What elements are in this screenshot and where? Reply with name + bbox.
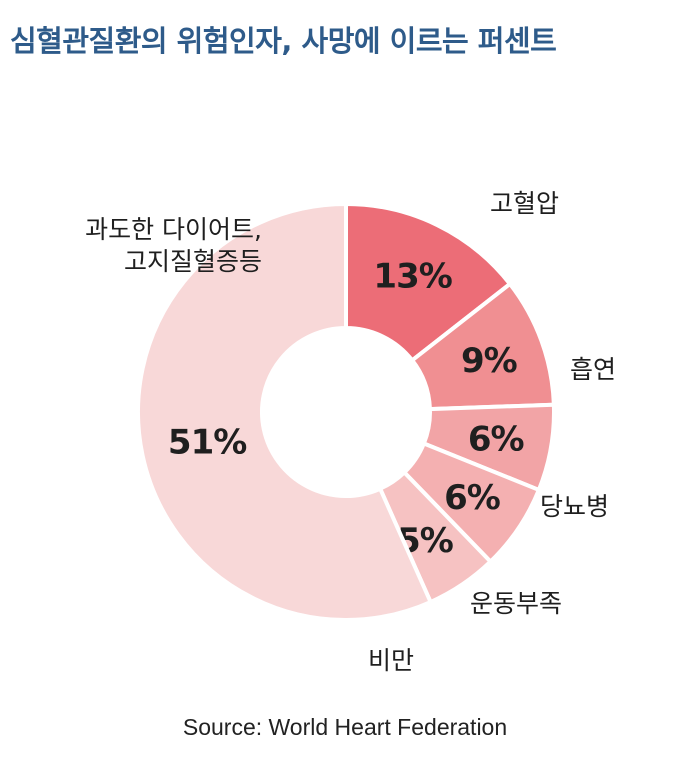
category-label-2: 당뇨병 xyxy=(540,492,609,521)
slice-0 xyxy=(344,201,513,364)
category-label-1: 흡연 xyxy=(570,355,616,384)
category-label-0: 고혈압 xyxy=(490,189,559,218)
value-label-3: 6% xyxy=(444,478,500,518)
value-label-0: 13% xyxy=(373,256,451,296)
value-label-1: 9% xyxy=(461,341,517,381)
category-label-3: 운동부족 xyxy=(470,589,562,618)
category-label-5: 과도한 다이어트, 고지질혈증등 xyxy=(85,215,262,276)
chart-title: 심혈관질환의 위험인자, 사망에 이르는 퍼센트 xyxy=(10,24,557,58)
source-note: Source: World Heart Federation xyxy=(182,714,508,740)
category-label-4: 비만 xyxy=(368,646,414,675)
value-label-5: 51% xyxy=(168,423,246,463)
slice-5 xyxy=(136,201,434,622)
value-label-2: 6% xyxy=(468,419,524,459)
